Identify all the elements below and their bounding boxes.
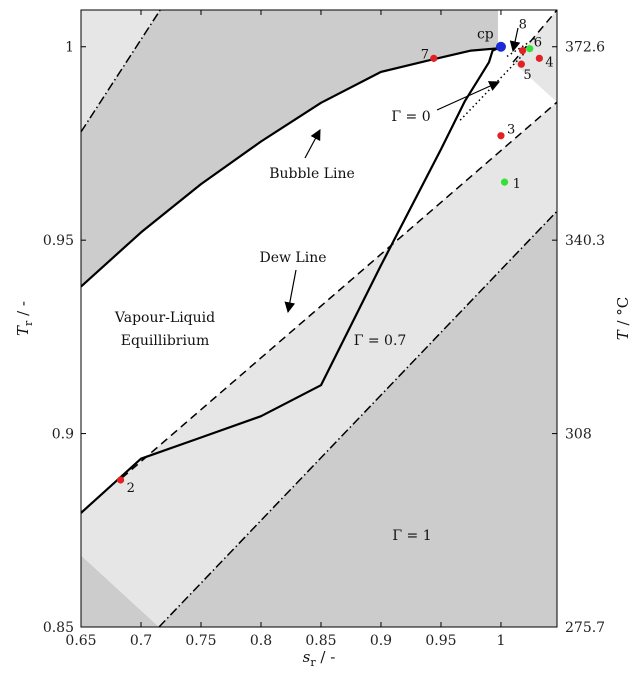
gamma-0-arrow <box>436 81 500 111</box>
data-point-2 <box>116 476 125 484</box>
annotation--1: Γ = 1 <box>392 528 431 544</box>
y2-tick-label: 340.3 <box>565 233 605 249</box>
data-point-6 <box>526 45 534 53</box>
x-tick-label: 0.95 <box>425 633 456 649</box>
x-tick-label: 1 <box>497 633 506 649</box>
point-layer: 1 2 3 45 6 7 8 cp <box>116 18 554 496</box>
x-axis-label: sr / - <box>303 648 336 669</box>
y-axis-label: Tr / - <box>14 301 35 336</box>
data-point-label-4: 4 <box>545 55 553 70</box>
data-point-label-3: 3 <box>507 123 515 138</box>
guide-line-layer <box>81 10 557 627</box>
bubble-line-arrow <box>304 129 321 159</box>
plot-frame <box>80 9 558 628</box>
pt-8-arrow <box>509 27 521 53</box>
y2-tick-label: 275.7 <box>565 620 605 636</box>
y2-axis-label: T / °C <box>614 297 632 341</box>
x-tick-label: 0.75 <box>185 633 216 649</box>
data-point-3 <box>497 132 505 140</box>
y2-tick-label: 308 <box>565 427 592 443</box>
series-line-layer <box>81 47 499 514</box>
x-tick-label: 0.65 <box>65 633 96 649</box>
x-tick-label: 0.8 <box>250 633 272 649</box>
data-point-cp <box>495 41 506 52</box>
data-point-label-6: 6 <box>534 36 542 51</box>
guide-line-dashed <box>121 101 557 479</box>
data-point-5 <box>517 60 525 68</box>
guide-line-dotted <box>506 36 538 58</box>
guide-line-dashdot <box>81 10 161 133</box>
data-point-label-5: 5 <box>523 68 531 83</box>
data-point-1 <box>500 178 509 186</box>
data-point-label-7: 7 <box>421 47 429 62</box>
y-tick-label: 1 <box>65 40 74 56</box>
series-line-dew-line <box>81 47 499 514</box>
region-gamma-1-upper <box>81 10 498 287</box>
x-tick-label: 0.7 <box>130 633 152 649</box>
data-point-7 <box>430 54 438 62</box>
annotation--0: Γ = 0 <box>391 109 430 125</box>
annotation-equillibrium: Equillibrium <box>121 333 210 349</box>
annotation-layer: Bubble Line Dew Line Vapour-Liquid Equillib… <box>114 109 432 544</box>
y-tick-label: 0.95 <box>43 233 74 249</box>
series-line-bubble-line <box>81 47 499 288</box>
region-layer <box>81 10 557 627</box>
data-point-label-2: 2 <box>127 481 135 496</box>
data-point-label-1: 1 <box>513 177 521 192</box>
annotation-vapour-liquid: Vapour-Liquid <box>114 310 215 326</box>
guide-line-dashed <box>512 10 557 63</box>
region-gamma-07-band-upper <box>512 10 557 103</box>
region-gamma-07-band <box>81 102 557 627</box>
x-tick-label: 0.85 <box>305 633 336 649</box>
dew-line-arrow <box>284 269 297 314</box>
annotation-dew-line: Dew Line <box>259 250 326 266</box>
y2-tick-label: 372.6 <box>565 40 605 56</box>
data-point-8 <box>518 47 527 55</box>
annotation--0-7: Γ = 0.7 <box>354 333 407 349</box>
data-point-4 <box>535 54 543 62</box>
guide-line-dashdot <box>158 210 557 627</box>
x-tick-label: 0.9 <box>370 633 392 649</box>
annotation-arrow-layer <box>284 27 521 314</box>
data-point-label-cp: cp <box>477 27 494 43</box>
axes-layer: 0.65 0.7 0.75 0.8 0.85 0.9 0.95 10.850.90.95127… <box>14 9 632 669</box>
region-gamma-1-lower <box>81 555 159 627</box>
region-gamma-1-lower <box>158 211 557 627</box>
annotation-bubble-line: Bubble Line <box>269 166 355 182</box>
data-point-label-8: 8 <box>519 18 527 33</box>
y-tick-label: 0.85 <box>43 620 74 636</box>
y-tick-label: 0.9 <box>52 427 74 443</box>
